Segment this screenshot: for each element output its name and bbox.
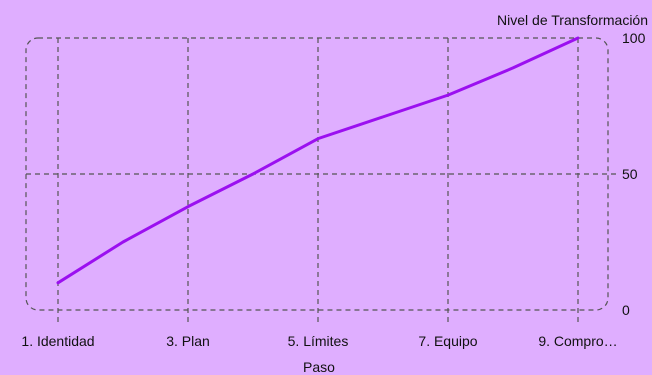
x-axis-title: Paso: [303, 359, 335, 375]
y-tick-label-100: 100: [622, 30, 646, 46]
y-axis-ticks: 0 50 100: [622, 30, 646, 318]
x-tick-label-2: 3. Plan: [166, 333, 210, 349]
plot-frame: [25, 37, 609, 311]
y-tick-label-0: 0: [622, 302, 630, 318]
x-tick-label-3: 5. Límites: [288, 333, 349, 349]
y-axis-title: Nivel de Transformación: [497, 12, 648, 28]
x-tick-label-1: 1. Identidad: [21, 333, 94, 349]
y-tick-label-50: 50: [622, 166, 638, 182]
grid: [25, 37, 616, 322]
x-tick-label-5: 9. Compro…: [538, 333, 617, 349]
series-layer: [56, 36, 580, 285]
series-line-1: [56, 36, 580, 285]
x-tick-label-4: 7. Equipo: [418, 333, 477, 349]
x-axis-ticks: 1. Identidad 3. Plan 5. Límites 7. Equipo 9.…: [21, 333, 617, 349]
